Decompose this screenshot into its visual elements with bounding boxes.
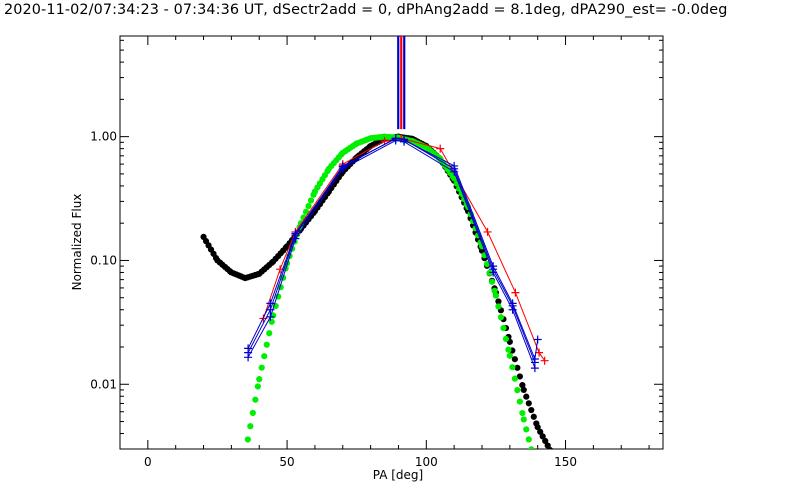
green-dot — [258, 364, 265, 371]
blue-plus-point — [533, 335, 542, 344]
x-tick-label: 50 — [279, 455, 294, 469]
blue-plus-point — [530, 358, 539, 367]
green-dot — [502, 335, 510, 342]
series-group — [200, 36, 554, 456]
black-dot — [537, 428, 544, 435]
blue-plus-point — [400, 135, 409, 144]
x-tick-label: 150 — [554, 455, 577, 469]
black-dot — [519, 382, 526, 389]
x-tick-label: 0 — [144, 455, 152, 469]
black-dot — [523, 393, 530, 400]
blue-series-line — [247, 139, 536, 369]
green-dot — [268, 318, 275, 325]
blue-plus-point — [338, 162, 347, 171]
green-dot — [519, 409, 526, 417]
black-dot — [528, 406, 535, 414]
y-tick-label: 0.01 — [90, 377, 117, 391]
green-dot — [254, 383, 261, 390]
chart-title: 2020-11-02/07:34:23 - 07:34:36 UT, dSect… — [4, 2, 728, 18]
green-dot — [525, 436, 532, 443]
red-plus-point — [511, 288, 520, 297]
green-dot — [261, 353, 268, 360]
green-dot — [456, 185, 463, 192]
green-dot — [497, 314, 505, 321]
black-dot — [525, 400, 532, 407]
blue-plus-point — [244, 353, 253, 362]
green-dot — [300, 214, 307, 221]
green-dot — [509, 364, 516, 371]
data-layer — [200, 36, 554, 456]
black-dot — [530, 413, 537, 420]
red-plus-point — [535, 348, 544, 357]
y-tick-label: 1.00 — [90, 130, 117, 144]
black-dot — [542, 437, 549, 445]
green-dot — [495, 303, 502, 310]
x-axis-label: PA [deg] — [373, 468, 423, 482]
green-dot — [256, 376, 263, 383]
green-dot — [244, 436, 251, 443]
green-dot — [307, 197, 315, 204]
green-dot — [511, 375, 518, 382]
black-dot — [511, 356, 518, 363]
green-dot — [252, 396, 259, 403]
blue-plus-point — [391, 134, 400, 143]
green-dot — [516, 398, 523, 405]
green-dot — [528, 446, 535, 449]
green-dot — [488, 278, 496, 285]
green-dot — [529, 450, 535, 456]
blue-plus-point — [508, 301, 517, 310]
y-axis-label: Normalized Flux — [70, 194, 84, 291]
green-dot — [523, 426, 530, 433]
green-dot — [263, 341, 270, 348]
green-dot — [305, 203, 312, 210]
blue-series-line — [247, 137, 536, 363]
green-dot — [249, 409, 256, 417]
green-dot — [483, 260, 491, 268]
green-dot — [520, 416, 527, 423]
blue-plus-point — [450, 164, 459, 173]
black-dot — [534, 424, 541, 431]
green-dot — [506, 352, 513, 359]
blue-plus-point — [291, 229, 300, 238]
green-dot — [491, 287, 498, 294]
x-tick-label: 100 — [415, 455, 438, 469]
axes: 0 50 100 150 0.01 0.10 1.00 — [90, 35, 664, 469]
green-dot — [500, 324, 507, 332]
green-dot — [505, 346, 512, 353]
black-dot — [495, 298, 502, 305]
blue-plus-point — [489, 265, 498, 274]
black-dot — [516, 373, 523, 380]
black-dot — [514, 364, 521, 371]
y-tick-label: 0.10 — [90, 253, 117, 267]
black-dot — [544, 442, 551, 449]
green-dot — [492, 292, 500, 299]
green-dot — [266, 330, 273, 337]
red-plus-point — [436, 144, 445, 153]
green-dot — [242, 450, 248, 456]
black-dot — [547, 447, 554, 449]
plot-frame — [119, 35, 664, 450]
black-dot — [539, 433, 546, 440]
green-dot — [302, 208, 310, 215]
red-plus-point — [483, 227, 492, 236]
green-dot — [514, 387, 521, 394]
blue-plus-point — [266, 312, 275, 321]
blue-plus-point — [266, 299, 275, 308]
labels: PA [deg] Normalized Flux — [70, 194, 423, 482]
red-plus-point — [540, 356, 549, 365]
green-dot — [247, 423, 254, 430]
black-dot — [520, 386, 527, 394]
blue-plus-point — [244, 344, 253, 353]
